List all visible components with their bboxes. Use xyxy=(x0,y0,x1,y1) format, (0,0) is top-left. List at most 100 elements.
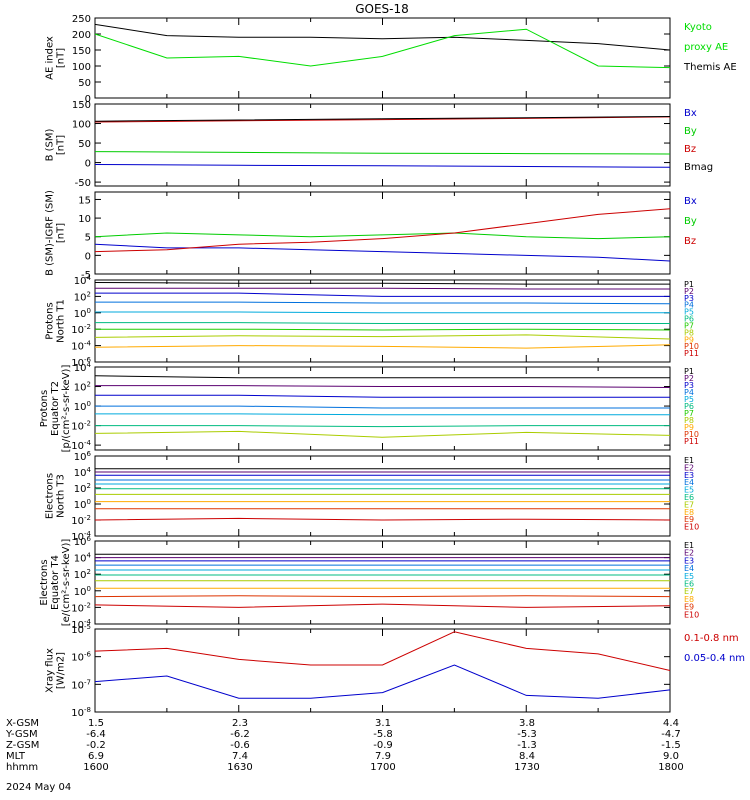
x-tick-label: 3.1 xyxy=(375,718,391,729)
x-row-label: MLT xyxy=(6,751,26,762)
legend-entry: P8 xyxy=(684,328,694,337)
legend-entry: P8 xyxy=(684,416,694,425)
y-tick-label: -50 xyxy=(75,178,91,189)
y-axis-label: Electrons xyxy=(39,559,50,605)
legend-entry: E9 xyxy=(684,515,694,524)
y-tick-label: 250 xyxy=(72,14,91,25)
y-tick-label: -5 xyxy=(81,270,91,281)
y-axis-label: B (SM)-IGRF (SM) xyxy=(45,190,56,276)
panel-frame xyxy=(94,628,671,713)
panel-frame xyxy=(94,279,671,363)
panel-frame xyxy=(94,540,671,625)
series-line xyxy=(94,232,671,240)
series-line xyxy=(94,430,671,438)
y-tick-label: 106 xyxy=(74,535,92,548)
legend-entry: proxy AE xyxy=(684,42,728,53)
x-row-label: Y-GSM xyxy=(5,729,38,740)
x-tick-label: 1800 xyxy=(658,762,683,773)
y-tick-label: 150 xyxy=(72,46,91,57)
legend-entry: P11 xyxy=(684,437,699,446)
y-tick-label: 50 xyxy=(78,78,91,89)
y-axis-label: North T3 xyxy=(56,474,67,518)
y-axis-label: Equator T2 xyxy=(50,381,61,436)
legend-entry: E2 xyxy=(684,549,694,558)
x-tick-label: 8.4 xyxy=(519,751,535,762)
y-tick-label: 10-2 xyxy=(71,323,91,336)
y-tick-label: 100 xyxy=(74,400,91,413)
legend-entry: E1 xyxy=(684,541,694,550)
series-line xyxy=(95,405,670,409)
legend-entry: P2 xyxy=(684,374,694,383)
x-tick-label: 7.9 xyxy=(375,751,391,762)
x-tick-label: 7.4 xyxy=(232,751,248,762)
legend-entry: E4 xyxy=(684,478,694,487)
panel-1: 0 50 100 150 200 250 AE index [nT] Kyoto proxy AE… xyxy=(45,14,737,105)
y-axis-label: Protons xyxy=(39,390,50,427)
legend-entry: P4 xyxy=(684,388,694,397)
series-line xyxy=(95,394,670,398)
series-line xyxy=(94,334,671,340)
legend-entry: Bmag xyxy=(684,162,713,173)
x-row-label: Z-GSM xyxy=(6,740,39,751)
y-tick-label: 10-5 xyxy=(71,623,91,636)
x-tick-label: -6.4 xyxy=(86,729,106,740)
y-tick-label: 100 xyxy=(74,585,91,598)
y-tick-label: 106 xyxy=(74,450,92,463)
series-line xyxy=(95,311,670,314)
series-line xyxy=(94,282,670,285)
y-tick-label: 102 xyxy=(74,568,91,581)
series-line xyxy=(95,328,671,331)
series-line xyxy=(95,301,671,305)
legend-entry: P3 xyxy=(684,294,694,303)
series-line xyxy=(95,425,670,428)
y-tick-label: 104 xyxy=(74,361,92,374)
legend-entry: E8 xyxy=(684,508,694,517)
y-tick-label: 50 xyxy=(78,139,91,150)
x-tick-label: -0.6 xyxy=(230,740,250,751)
panel-3: -5 0 5 10 15 B (SM)-IGRF (SM) [nT] Bx By Bz xyxy=(45,190,697,281)
figure-title: GOES-18 xyxy=(355,2,409,16)
y-tick-label: 200 xyxy=(72,30,91,41)
x-tick-label: -1.5 xyxy=(661,740,681,751)
x-tick-label: 3.8 xyxy=(519,718,535,729)
legend-entry: P9 xyxy=(684,335,694,344)
y-tick-label: 10-2 xyxy=(71,601,91,614)
y-tick-label: 100 xyxy=(74,307,91,320)
legend-entry: E10 xyxy=(684,523,699,532)
series-line xyxy=(94,28,671,69)
y-axis-label: AE index xyxy=(45,36,56,80)
x-tick-label: 1600 xyxy=(83,762,108,773)
legend-entry: P1 xyxy=(684,280,694,289)
series-line xyxy=(94,116,671,122)
series-line xyxy=(94,243,671,262)
legend-entry: E3 xyxy=(684,471,694,480)
panel-frame xyxy=(94,455,671,537)
y-axis-label: [nT] xyxy=(56,48,67,68)
y-tick-label: 10-6 xyxy=(71,651,91,664)
y-tick-label: 0 xyxy=(85,94,91,105)
series-line xyxy=(95,385,671,388)
y-tick-label: 5 xyxy=(85,233,91,244)
series-line xyxy=(94,344,671,349)
x-tick-label: -1.3 xyxy=(517,740,537,751)
legend-entry: P6 xyxy=(684,315,694,324)
x-tick-label: 9.0 xyxy=(663,751,679,762)
y-tick-label: 100 xyxy=(72,62,91,73)
y-axis-label: [e/(cm²-s-sr-keV)] xyxy=(61,539,72,627)
x-tick-label: 1730 xyxy=(514,762,539,773)
legend-entry: E5 xyxy=(684,572,694,581)
x-tick-label: 2.3 xyxy=(232,718,248,729)
legend-entry: E2 xyxy=(684,463,694,472)
legend-entry: P7 xyxy=(684,322,694,331)
series-line xyxy=(94,664,671,699)
x-tick-label: 1.5 xyxy=(88,718,104,729)
legend-entry: P6 xyxy=(684,402,694,411)
legend-entry: E7 xyxy=(684,500,694,509)
y-tick-label: 102 xyxy=(74,381,91,394)
legend-entry: 0.1-0.8 nm xyxy=(684,633,739,644)
x-tick-label: 1700 xyxy=(370,762,395,773)
series-line xyxy=(94,375,670,379)
legend-entry: 0.05-0.4 nm xyxy=(684,653,745,664)
